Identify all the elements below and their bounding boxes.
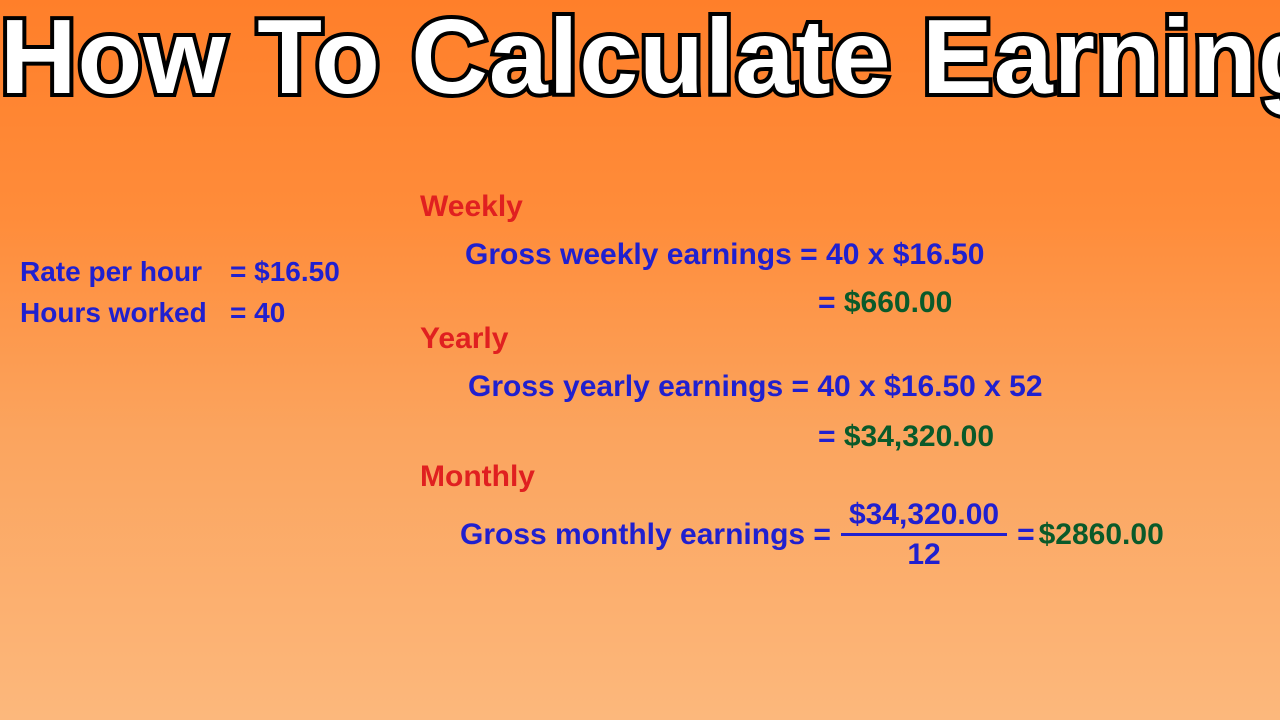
fraction-denominator: 12 — [899, 536, 948, 571]
yearly-heading: Yearly — [420, 322, 508, 356]
monthly-heading: Monthly — [420, 460, 535, 494]
weekly-heading: Weekly — [420, 190, 523, 224]
yearly-result-value: $34,320.00 — [844, 420, 994, 453]
yearly-result: = $34,320.00 — [818, 420, 994, 454]
monthly-result-value: $2860.00 — [1039, 518, 1164, 552]
weekly-result: = $660.00 — [818, 286, 952, 320]
equals-sign: = — [1017, 518, 1035, 552]
yearly-equation: Gross yearly earnings = 40 x $16.50 x 52 — [468, 370, 1043, 404]
monthly-equation: Gross monthly earnings = $34,320.00 12 =… — [460, 498, 1164, 571]
monthly-lhs: Gross monthly earnings = — [460, 518, 831, 552]
fraction-numerator: $34,320.00 — [841, 498, 1007, 533]
rate-label: Rate per hour — [20, 252, 230, 293]
page-title: How To Calculate Earnings — [0, 0, 1280, 121]
rate-value: = $16.50 — [230, 252, 340, 293]
fraction: $34,320.00 12 — [841, 498, 1007, 571]
weekly-result-value: $660.00 — [844, 286, 952, 319]
given-values: Rate per hour = $16.50 Hours worked = 40 — [20, 252, 340, 333]
hours-label: Hours worked — [20, 293, 230, 334]
weekly-equation: Gross weekly earnings = 40 x $16.50 — [465, 238, 985, 272]
equals-sign: = — [818, 420, 844, 453]
hours-value: = 40 — [230, 293, 285, 334]
equals-sign: = — [818, 286, 844, 319]
